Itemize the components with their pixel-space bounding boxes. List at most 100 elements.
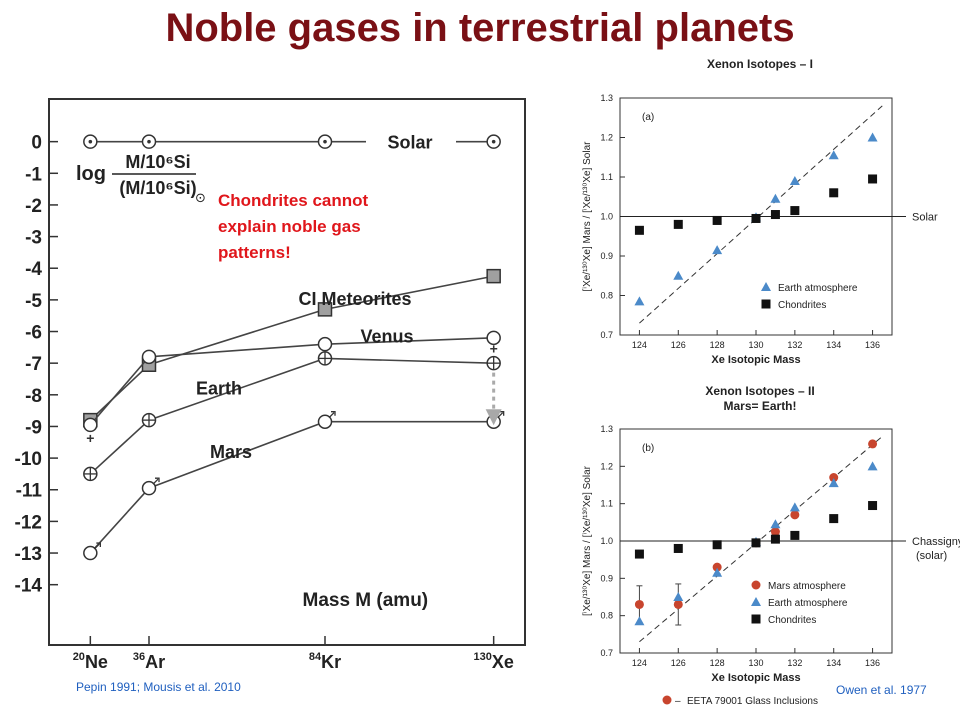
legend-label: Chondrites xyxy=(778,300,826,311)
y-axis-ticks: 0.7 0.8 0.9 1.0 1.1 1.2 1.3 xyxy=(600,424,625,658)
series-label: Mars xyxy=(210,442,252,462)
data-point xyxy=(317,336,333,352)
data-point-triangle xyxy=(828,150,839,160)
data-point-triangle xyxy=(828,478,839,488)
data-point-circle xyxy=(673,599,683,609)
series-segment xyxy=(89,419,150,475)
footer-legend-dash: – xyxy=(675,696,681,707)
data-point-triangle xyxy=(761,282,771,291)
data-point xyxy=(317,302,333,317)
y-tick-label: -2 xyxy=(25,196,42,217)
y-tick-label: 1.0 xyxy=(600,536,613,546)
series-segment xyxy=(89,356,150,426)
y-axis-label: [ⁱXe/¹³⁰Xe] Mars / [ⁱXe/¹³⁰Xe] Solar xyxy=(582,141,593,292)
data-point xyxy=(317,134,333,149)
y-label-log: log xyxy=(76,163,106,185)
y-axis-ticks: 0 -1 -2 -3 -4 -5 -6 -7 -8 -9 -10 -11 -12 -13 -14 xyxy=(15,133,58,597)
x-tick-label: 130 xyxy=(748,340,763,350)
y-label-denominator: (M/10⁶Si) xyxy=(119,178,196,198)
xe-plus-marker: + xyxy=(490,341,498,357)
footer-legend-label: EETA 79001 Glass Inclusions xyxy=(687,696,818,707)
data-point xyxy=(83,134,98,149)
data-point-mars-arrowhead xyxy=(331,411,336,416)
series-earth: Earth xyxy=(83,351,501,482)
x-tick-label: 136 xyxy=(865,658,880,668)
data-point-dot xyxy=(147,139,151,144)
series-label-bg xyxy=(366,129,456,154)
data-point-mars-arrowhead xyxy=(499,411,505,416)
data-point-square xyxy=(829,514,839,524)
x-tick-label: 136 xyxy=(865,340,880,350)
x-tick-label: 134 xyxy=(826,658,841,668)
series-segment xyxy=(89,364,150,421)
data-point-square xyxy=(868,501,878,511)
data-point-square xyxy=(673,543,683,553)
x-tick-label-element: Ne xyxy=(85,652,108,672)
panel-label: (a) xyxy=(642,112,654,123)
noble-gas-abundance-chart: 0 -1 -2 -3 -4 -5 -6 -7 -8 -9 -10 -11 -12 -13 -14 20Ne 36… xyxy=(15,98,526,672)
data-point-circle xyxy=(317,336,333,352)
data-point xyxy=(486,134,501,149)
data-point-square xyxy=(712,540,722,550)
x-axis-label: Xe Isotopic Mass xyxy=(711,354,800,366)
y-tick-label: -9 xyxy=(25,417,42,438)
footer-legend-marker xyxy=(662,695,672,705)
y-tick-label: -5 xyxy=(25,291,42,312)
series-segment xyxy=(324,357,494,364)
series-chondrites xyxy=(634,174,878,235)
citation-right: Owen et al. 1977 xyxy=(836,683,927,697)
data-point-circle xyxy=(141,349,157,365)
data-point-triangle xyxy=(867,461,878,471)
series-segment xyxy=(148,357,326,421)
y-axis-label: [ⁱXe/¹³⁰Xe] Mars / [ⁱXe/¹³⁰Xe] Solar xyxy=(582,465,593,616)
reference-line-label: Solar xyxy=(912,212,938,224)
y-tick-label: -11 xyxy=(16,481,43,502)
series-label: CI Meteorites xyxy=(298,289,411,309)
data-point-mars-arrow xyxy=(152,478,159,485)
xenon-isotopes-chart-a: Xenon Isotopes – I 0.7 0.8 0.9 1.0 1.1 1.2 1.3 1… xyxy=(582,57,938,366)
footer-legend: – EETA 79001 Glass Inclusions xyxy=(662,695,818,707)
x-tick-label: 132 xyxy=(787,658,802,668)
data-point-square xyxy=(790,530,800,540)
y-tick-label: 1.1 xyxy=(600,499,613,509)
panel-title-text: Xenon Isotopes – II xyxy=(705,384,814,398)
y-tick-label: 1.2 xyxy=(600,133,613,143)
data-point-circle xyxy=(790,510,800,520)
data-point-square xyxy=(868,174,878,184)
x-tick-label: 20Ne xyxy=(73,651,108,672)
data-point-triangle xyxy=(634,616,645,626)
data-point-circle xyxy=(770,527,780,537)
data-point-square xyxy=(712,215,722,225)
panel-subtitle-text: Mars= Earth! xyxy=(723,399,796,413)
data-point-circle xyxy=(829,473,839,483)
data-point-circle xyxy=(141,480,157,496)
data-point xyxy=(83,417,98,433)
data-point-circle xyxy=(751,580,761,590)
x-tick-label-mass: 36 xyxy=(133,651,145,663)
data-point-triangle xyxy=(770,519,781,529)
data-point-square xyxy=(770,210,780,220)
legend-label: Earth atmosphere xyxy=(768,598,848,609)
x-axis-ticks: 20Ne 36Ar 84Kr 130Xe xyxy=(73,636,514,672)
data-point-square xyxy=(829,188,839,198)
series-segment xyxy=(148,343,326,358)
data-point xyxy=(486,355,501,371)
x-tick-label: 130 xyxy=(748,658,763,668)
reference-line-label-2: (solar) xyxy=(916,550,947,562)
y-tick-label: -6 xyxy=(25,323,42,344)
data-point-mars-arrow xyxy=(93,543,100,550)
y-tick-label: -10 xyxy=(15,449,42,470)
data-point xyxy=(317,411,336,429)
data-point xyxy=(317,351,333,366)
y-tick-label: -12 xyxy=(15,512,42,533)
mass-fractionation-line xyxy=(639,105,883,324)
x-tick-label: 130Xe xyxy=(473,651,513,672)
y-tick-label: 0.9 xyxy=(600,573,613,583)
data-point-square xyxy=(790,206,800,216)
y-tick-label: 1.3 xyxy=(600,93,613,103)
series-label: Earth xyxy=(196,378,242,398)
data-point-square xyxy=(634,225,644,235)
x-tick-label: 36Ar xyxy=(133,651,165,672)
x-axis-label: Xe Isotopic Mass xyxy=(711,672,800,684)
data-point-triangle xyxy=(712,567,723,577)
